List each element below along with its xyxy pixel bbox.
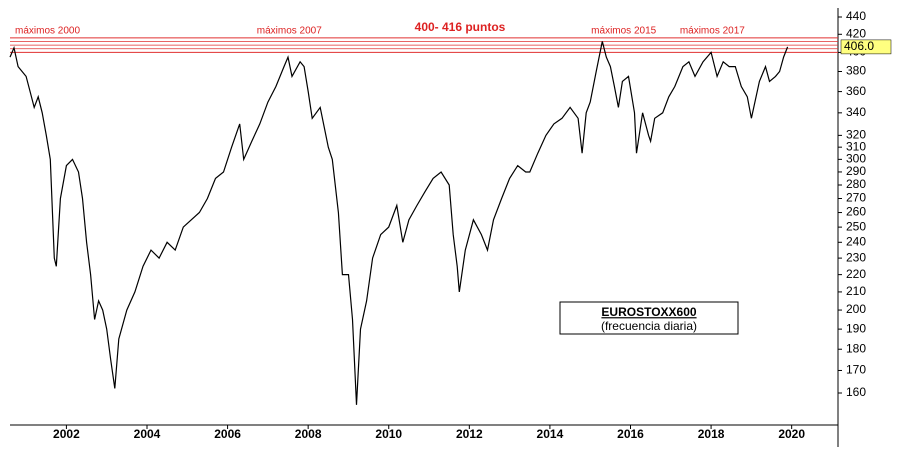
y-tick-label: 180 xyxy=(846,341,866,355)
y-tick-label: 340 xyxy=(846,105,866,119)
x-tick-label: 2020 xyxy=(778,427,805,441)
annotation: máximos 2015 xyxy=(591,26,656,37)
y-tick-label: 320 xyxy=(846,128,866,142)
y-tick-label: 380 xyxy=(846,64,866,78)
x-tick-label: 2006 xyxy=(214,427,241,441)
y-tick-label: 260 xyxy=(846,205,866,219)
y-tick-label: 300 xyxy=(846,152,866,166)
y-tick-label: 250 xyxy=(846,219,866,233)
x-tick-label: 2012 xyxy=(456,427,483,441)
y-tick-label: 440 xyxy=(846,9,866,23)
x-tick-label: 2016 xyxy=(617,427,644,441)
x-tick-label: 2014 xyxy=(537,427,564,441)
chart-subtitle: (frecuencia diaria) xyxy=(601,319,697,333)
x-tick-label: 2002 xyxy=(53,427,80,441)
title-box xyxy=(559,301,739,335)
y-tick-label: 420 xyxy=(846,26,866,40)
y-tick-label: 230 xyxy=(846,250,866,264)
y-tick-label: 200 xyxy=(846,302,866,316)
x-tick-label: 2004 xyxy=(134,427,161,441)
x-tick-label: 2018 xyxy=(698,427,725,441)
y-tick-label: 160 xyxy=(846,385,866,399)
y-tick-label: 310 xyxy=(846,139,866,153)
y-tick-label: 240 xyxy=(846,234,866,248)
annotation: máximos 2007 xyxy=(257,26,322,37)
y-tick-label: 190 xyxy=(846,321,866,335)
y-tick-label: 210 xyxy=(846,284,866,298)
y-tick-label: 220 xyxy=(846,267,866,281)
x-tick-label: 2010 xyxy=(375,427,402,441)
y-tick-label: 170 xyxy=(846,363,866,377)
y-tick-label: 290 xyxy=(846,164,866,178)
chart-title: EUROSTOXX600 xyxy=(601,305,696,319)
y-tick-label: 360 xyxy=(846,84,866,98)
last-value-box xyxy=(840,39,892,55)
x-tick-label: 2008 xyxy=(295,427,322,441)
band-label: 400- 416 puntos xyxy=(415,20,506,34)
annotation: máximos 2000 xyxy=(15,26,80,37)
last-value-label: 406.0 xyxy=(844,39,874,53)
price-line xyxy=(9,41,789,405)
annotation: máximos 2017 xyxy=(680,26,745,37)
y-tick-label: 280 xyxy=(846,177,866,191)
y-tick-label: 270 xyxy=(846,191,866,205)
